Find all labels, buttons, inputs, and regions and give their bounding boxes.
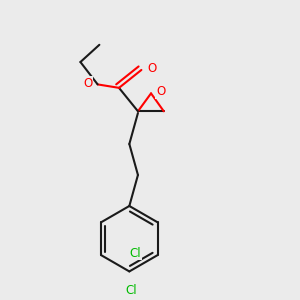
Text: O: O bbox=[83, 77, 93, 90]
Text: O: O bbox=[147, 62, 156, 75]
Text: O: O bbox=[156, 85, 165, 98]
Text: Cl: Cl bbox=[130, 247, 141, 260]
Text: Cl: Cl bbox=[125, 284, 137, 297]
